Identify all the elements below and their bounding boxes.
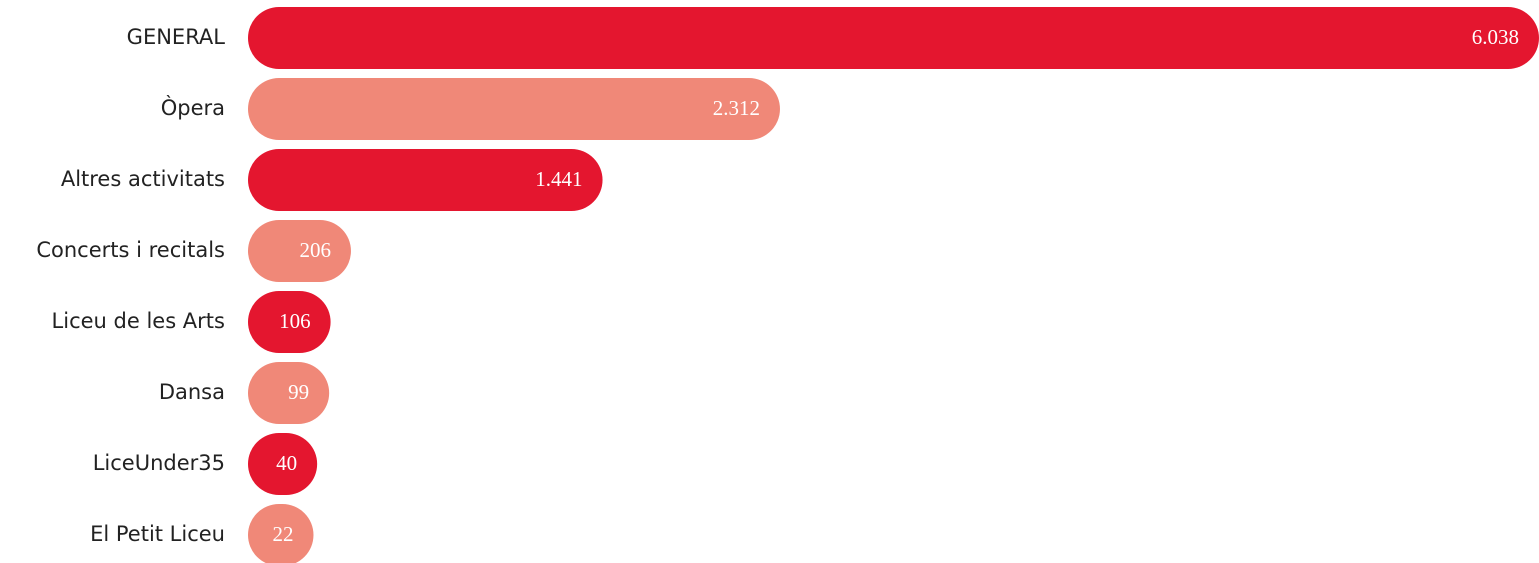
category-label: El Petit Liceu [90,522,225,546]
bar [248,504,314,563]
category-label: Concerts i recitals [36,238,225,262]
category-label: Dansa [159,380,225,404]
value-label: 6.038 [1472,25,1519,49]
value-label: 106 [279,309,311,333]
bar [248,78,780,140]
value-label: 22 [272,522,293,546]
bar [248,362,330,424]
category-label: GENERAL [127,25,226,49]
category-label: Òpera [161,95,225,120]
category-label: Altres activitats [61,167,225,191]
bar [248,7,1539,69]
bar [248,149,603,211]
bar [248,433,318,495]
bar [248,220,351,282]
value-label: 99 [288,380,309,404]
category-label: LiceUnder35 [93,451,225,475]
category-label: Liceu de les Arts [52,309,225,333]
value-label: 1.441 [535,167,582,191]
value-label: 2.312 [713,96,760,120]
bar [248,291,331,353]
value-label: 40 [276,451,297,475]
value-label: 206 [299,238,331,262]
